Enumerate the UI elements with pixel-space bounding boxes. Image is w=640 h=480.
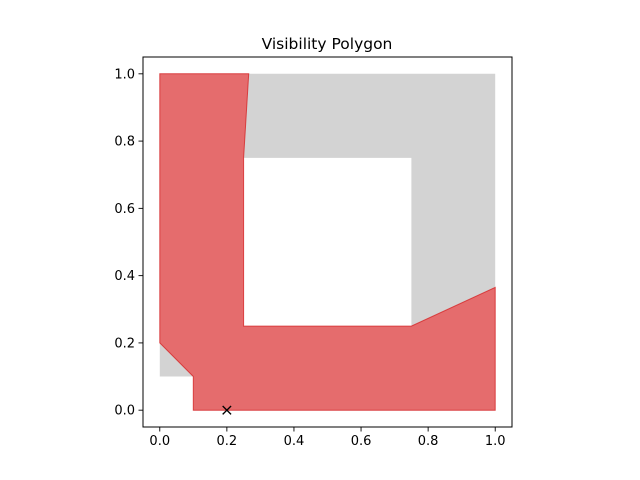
observer-marker-stroke: [222, 405, 232, 415]
y-tick-label: 1.0: [114, 67, 135, 82]
y-tick-label: 0.4: [114, 269, 135, 284]
y-tick-label: 0.2: [114, 336, 135, 351]
x-axis: 0.0 0.2 0.4 0.6 0.8 1.0: [149, 427, 506, 449]
x-tick-label: 0.8: [418, 434, 439, 449]
x-tick-label: 0.4: [284, 434, 305, 449]
y-tick-label: 0.6: [114, 202, 135, 217]
x-tick-label: 0.0: [149, 434, 170, 449]
visibility-polygon: [159, 73, 496, 411]
y-axis: 0.0 0.2 0.4 0.6 0.8 1.0: [114, 67, 143, 419]
x-tick-label: 1.0: [485, 434, 506, 449]
axes-frame: [142, 56, 513, 428]
chart-title: Visibility Polygon: [262, 35, 393, 53]
x-tick-label: 0.2: [217, 434, 238, 449]
y-tick-label: 0.0: [114, 404, 135, 419]
observer-marker: [222, 405, 232, 415]
plot-area: [143, 57, 512, 427]
x-tick-label: 0.6: [351, 434, 372, 449]
y-tick-label: 0.8: [114, 135, 135, 150]
